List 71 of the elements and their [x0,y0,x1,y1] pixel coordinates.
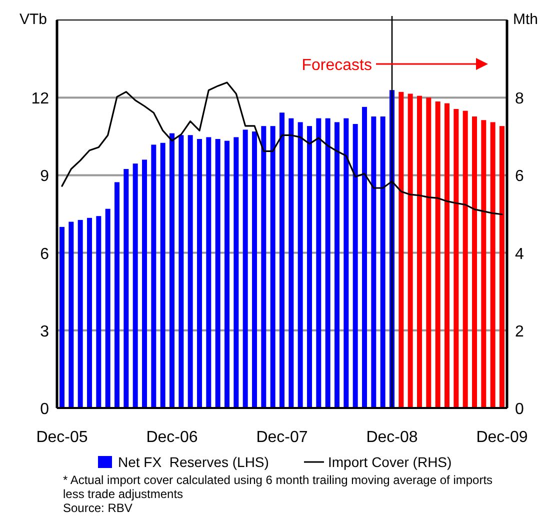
bar [380,116,386,408]
bar [325,118,330,408]
bar [206,137,212,408]
bar [307,126,312,408]
bar [417,96,422,408]
bar [334,122,340,408]
x-tick-label: Dec-09 [476,429,528,446]
bar [114,182,120,408]
bar [426,98,432,408]
legend-label: Import Cover (RHS) [328,454,452,470]
bar [500,126,504,408]
y2-tick-label: 6 [515,168,524,186]
bar [96,216,102,408]
y-axis-title: VTb [19,11,47,28]
bar [224,140,230,408]
y-tick-label: 3 [40,323,50,340]
bar [105,208,110,408]
bar [288,118,294,408]
bar [252,131,257,408]
bar [124,168,129,408]
text: * Actual import cover calculated using 6 month trailing moving average of imports [63,473,493,487]
annotation: Forecasts [302,56,372,74]
bar [261,126,266,408]
bar [280,112,284,408]
bar [242,130,248,408]
bar [87,218,92,408]
y-tick-label: 6 [40,246,50,263]
bar [398,92,404,408]
bar [170,133,174,408]
y2-tick-label: 2 [515,323,524,340]
x-tick-label: Dec-07 [256,429,308,446]
x-tick-label: Dec-06 [146,429,198,446]
bar [472,116,477,408]
y2-tick-label: 4 [515,246,524,263]
bar [178,135,184,408]
y-tick-label: 0 [40,401,50,418]
bar [344,118,349,408]
bar [298,122,303,408]
bar [270,126,276,408]
legend-label: Net FX Reserves (LHS) [118,454,269,470]
bar [132,164,138,408]
bar [352,124,358,408]
bar [454,108,459,408]
y2-tick-label: 8 [515,90,524,108]
bar [215,138,220,408]
bar [188,135,193,408]
bar [435,101,440,408]
x-tick-label: Dec-08 [366,429,418,446]
bar [316,118,322,408]
text: less trade adjustments [63,487,184,501]
y2-axis-title: Mth [513,11,538,28]
bar [60,226,64,408]
bar [151,144,156,408]
y2-tick-label: 0 [515,401,524,418]
bar [78,220,83,408]
bar [408,94,413,408]
bar [362,106,367,408]
bar [160,142,166,408]
bar [197,138,202,408]
y-tick-label: 9 [40,168,50,186]
source-note: Source: RBV [63,501,132,515]
bar [444,103,450,408]
bar [481,120,486,408]
x-tick-label: Dec-05 [36,429,88,446]
bar [68,222,74,408]
bar [371,116,376,408]
bar [462,110,468,408]
bar [234,137,239,408]
bar [490,122,496,408]
bar [142,160,147,408]
y-tick-label: 12 [31,90,50,108]
